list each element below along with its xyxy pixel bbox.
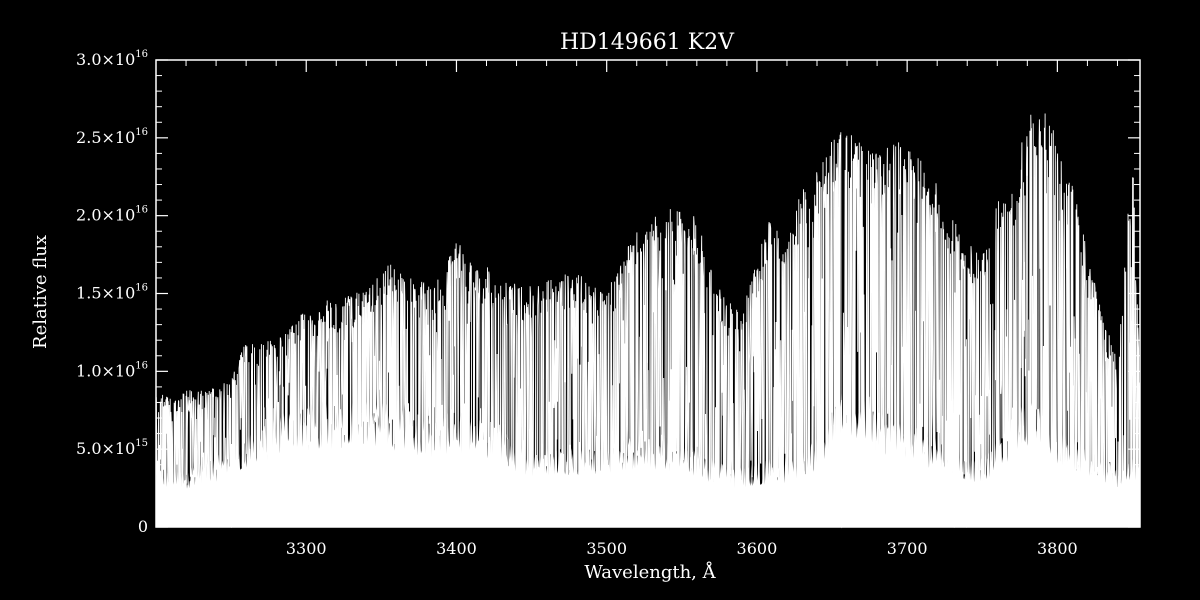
chart-title: HD149661 K2V xyxy=(560,30,735,55)
plot-area xyxy=(155,113,1141,529)
y-tick-label: 1.5×1016 xyxy=(76,283,148,303)
y-tick-label: 1.0×1016 xyxy=(76,360,148,380)
y-tick-label: 0 xyxy=(138,517,148,536)
y-tick-label: 3.0×1016 xyxy=(76,49,148,69)
y-tick-label: 2.5×1016 xyxy=(76,127,148,147)
spectrum-line xyxy=(155,113,1141,529)
x-axis-label: Wavelength, Å xyxy=(584,561,716,583)
tick-labels: 3300 3400 3500 3600 3700 3800 0 5.0×1015 1.0×101… xyxy=(76,49,1078,558)
y-axis-label: Relative flux xyxy=(30,235,51,349)
x-tick-label: 3800 xyxy=(1037,539,1078,558)
x-tick-label: 3600 xyxy=(737,539,778,558)
y-tick-label: 5.0×1015 xyxy=(76,438,148,458)
x-tick-label: 3500 xyxy=(586,539,627,558)
axis-ticks xyxy=(156,59,1140,528)
x-tick-label: 3300 xyxy=(286,539,327,558)
y-tick-label: 2.0×1016 xyxy=(76,205,148,225)
x-tick-label: 3700 xyxy=(887,539,928,558)
x-tick-label: 3400 xyxy=(436,539,477,558)
